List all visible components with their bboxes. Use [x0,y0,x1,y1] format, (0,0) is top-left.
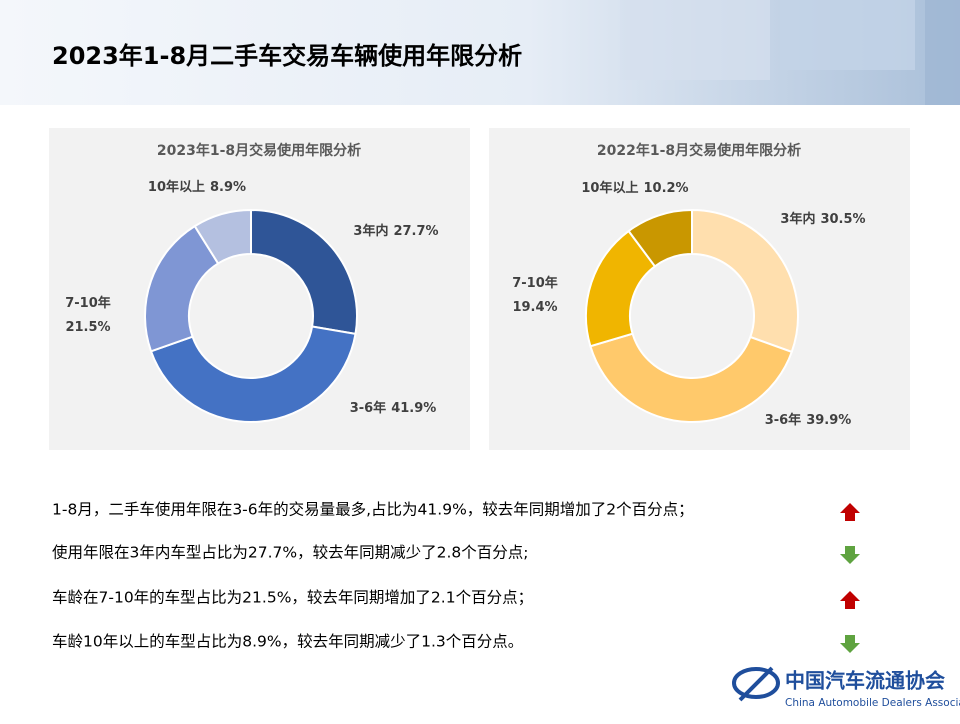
data-label-category: 3年内 [353,223,388,239]
data-label-value: 21.5% [65,320,110,335]
data-label: 7-10年 21.5% [65,295,111,335]
data-label-category: 10年以上 [581,180,638,196]
trend-down-arrow [840,546,860,564]
data-label: 3-6年 41.9% [350,400,437,416]
donut-slice [691,208,799,354]
bullet-text: 车龄10年以上的车型占比为8.9%，较去年同期减少了1.3个百分点。 [52,633,523,651]
bullet-text: 1-8月，二手车使用年限在3-6年的交易量最多,占比为41.9%，较去年同期增加… [52,501,694,519]
data-label: 10年以上 8.9% [148,179,246,195]
chart-title: 2022年1-8月交易使用年限分析 [597,142,801,159]
data-label-category: 7-10年 [512,275,558,291]
data-label-category: 7-10年 [65,295,111,311]
trend-up-arrow [840,591,860,609]
logo-icon [738,666,774,702]
logo-name: 中国汽车流通协会 [785,669,945,693]
charts: 2023年1-8月交易使用年限分析 3年内 27.7% 3-6年 41.9% 7-10年 2… [65,142,865,428]
logo: 中国汽车流通协会 China Automobile Dealers Associ… [732,666,960,709]
donut-slice [627,208,693,268]
bullet-list: 1-8月，二手车使用年限在3-6年的交易量最多,占比为41.9%，较去年同期增加… [52,501,860,653]
data-label-value: 19.4% [512,300,557,315]
bullet-text: 使用年限在3年内车型占比为27.7%，较去年同期减少了2.8个百分点; [52,544,528,562]
data-label: 10年以上 10.2% [581,180,688,196]
data-label-value: 39.9% [806,413,851,428]
data-label-value: 8.9% [210,180,246,195]
data-label-category: 10年以上 [148,179,205,195]
data-label-value: 10.2% [643,181,688,196]
trend-down-arrow [840,635,860,653]
donut-slice [149,325,357,423]
slide-title: 2023年1-8月二手车交易车辆使用年限分析 [52,42,522,70]
data-label-value: 27.7% [393,224,438,239]
data-label-category: 3年内 [780,211,815,227]
donut-slice [193,208,252,265]
data-label-value: 41.9% [391,401,436,416]
data-label-value: 30.5% [820,212,865,227]
data-label-category: 3-6年 [350,400,387,416]
trend-up-arrow [840,503,860,521]
logo-english: China Automobile Dealers Association [785,697,960,709]
chart-title: 2023年1-8月交易使用年限分析 [157,142,361,159]
header-decor [925,0,960,105]
header-decor [780,0,915,70]
header-decor [620,0,770,80]
bullet-text: 车龄在7-10年的车型占比为21.5%，较去年同期增加了2.1个百分点； [52,589,533,607]
data-label-category: 3-6年 [765,412,802,428]
data-label: 3-6年 39.9% [765,412,852,428]
donut-slice [589,332,794,423]
data-label: 3年内 27.7% [353,223,438,239]
donut-slice [250,208,358,336]
logo-icon [732,667,780,699]
data-label: 7-10年 19.4% [512,275,558,315]
data-label: 3年内 30.5% [780,211,865,227]
